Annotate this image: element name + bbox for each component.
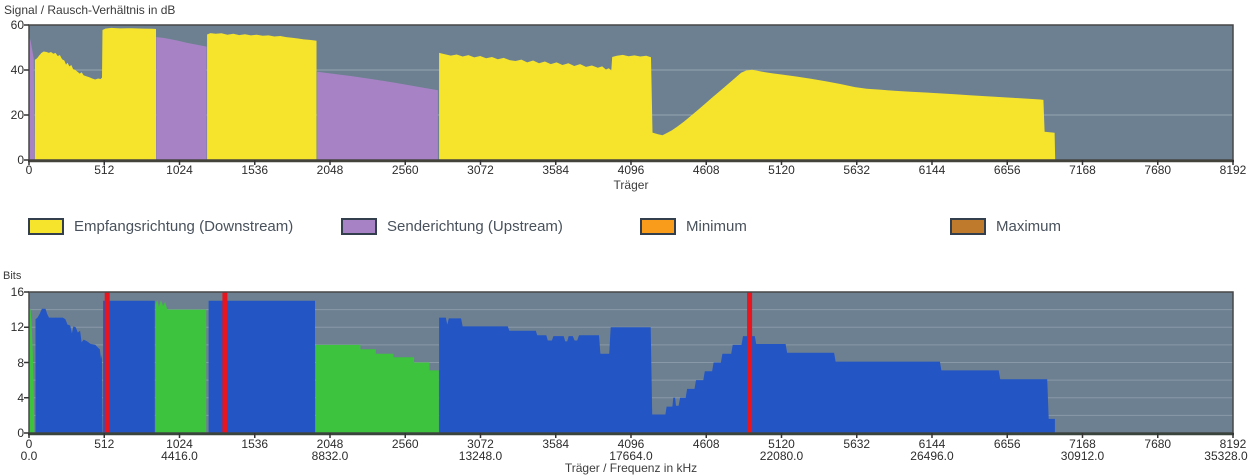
legend-label-upstream: Senderichtung (Upstream) — [387, 217, 563, 235]
x-tick-label: 26496.0 — [910, 449, 954, 463]
x-tick-label: 6144 — [918, 437, 946, 451]
x-tick-label: 4416.0 — [161, 449, 198, 463]
x-tick-label: 0.0 — [20, 449, 38, 463]
y-tick-label: 8 — [17, 355, 24, 370]
x-tick-label: 30912.0 — [1060, 449, 1105, 463]
x-tick-label: 7680 — [1144, 163, 1172, 177]
legend-item-downstream: Empfangsrichtung (Downstream) — [28, 214, 293, 238]
snr-chart-title: Signal / Rausch-Verhältnis in dB — [4, 3, 176, 17]
legend-label-downstream: Empfangsrichtung (Downstream) — [74, 217, 294, 235]
y-tick-label: 16 — [10, 285, 24, 299]
legend-item-upstream: Senderichtung (Upstream) — [341, 214, 563, 238]
maximum-swatch — [950, 217, 986, 235]
x-tick-label: 6656 — [993, 437, 1021, 451]
x-tick-label: 6656 — [993, 163, 1021, 177]
x-tick-label: 35328.0 — [1204, 449, 1248, 463]
x-tick-label: 2048 — [316, 437, 344, 451]
x-tick-label: 3072 — [467, 437, 494, 451]
x-tick-label: 7680 — [1144, 437, 1172, 451]
snr-x-axis-label: Träger — [613, 178, 649, 192]
x-tick-label: 17664.0 — [609, 449, 653, 463]
legend-item-minimum: Minimum — [640, 214, 747, 238]
downstream-swatch — [28, 217, 64, 235]
x-tick-label: 5632 — [843, 437, 871, 451]
x-tick-label: 0 — [25, 163, 33, 177]
x-tick-label: 2560 — [391, 163, 419, 177]
y-tick-label: 4 — [17, 390, 24, 405]
x-tick-label: 5120 — [768, 437, 795, 451]
y-tick-label: 0 — [17, 153, 24, 167]
minimum-swatch — [640, 217, 676, 235]
y-tick-label: 60 — [10, 18, 24, 32]
x-tick-label: 6144 — [918, 163, 946, 177]
y-tick-label: 20 — [10, 108, 24, 122]
y-tick-label: 12 — [10, 320, 24, 335]
bits-x-axis-label: Träger / Frequenz in kHz — [564, 461, 698, 475]
x-tick-label: 2048 — [316, 163, 344, 177]
x-tick-label: 1024 — [166, 163, 193, 177]
x-tick-label: 5120 — [768, 163, 795, 177]
legend: Empfangsrichtung (Downstream) Sendericht… — [0, 214, 1256, 240]
x-tick-label: 512 — [94, 163, 115, 177]
legend-label-minimum: Minimum — [686, 217, 747, 235]
x-tick-label: 1024 — [166, 437, 193, 451]
x-tick-label: 8192 — [1219, 437, 1247, 451]
x-tick-label: 8192 — [1219, 163, 1247, 177]
x-tick-label: 4608 — [692, 163, 720, 177]
x-tick-label: 3072 — [467, 163, 494, 177]
x-tick-label: 7168 — [1069, 163, 1096, 177]
y-tick-label: 40 — [10, 63, 24, 77]
x-tick-label: 8832.0 — [311, 449, 349, 463]
x-tick-label: 22080.0 — [759, 449, 804, 463]
bits-chart-title: Bits — [3, 270, 22, 282]
y-tick-label: 0 — [17, 426, 24, 440]
x-tick-label: 0 — [25, 437, 33, 451]
x-tick-label: 4608 — [692, 437, 720, 451]
x-tick-label: 3584 — [542, 163, 570, 177]
x-tick-label: 7168 — [1069, 437, 1096, 451]
x-tick-label: 4096 — [617, 163, 645, 177]
upstream-swatch — [341, 217, 377, 235]
x-tick-label: 5632 — [843, 163, 871, 177]
legend-label-maximum: Maximum — [996, 217, 1062, 235]
x-tick-label: 1536 — [241, 437, 269, 451]
legend-item-maximum: Maximum — [950, 214, 1061, 238]
x-tick-label: 4096 — [617, 437, 645, 451]
x-tick-label: 13248.0 — [458, 449, 503, 463]
x-tick-label: 2560 — [391, 437, 419, 451]
x-tick-label: 1536 — [241, 163, 269, 177]
x-tick-label: 3584 — [542, 437, 570, 451]
x-tick-label: 512 — [94, 437, 115, 451]
